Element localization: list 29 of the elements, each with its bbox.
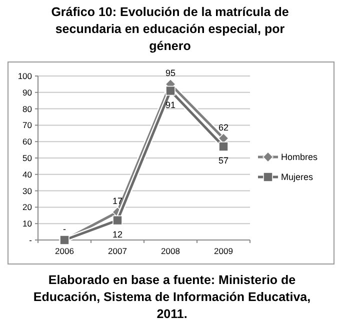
y-tick-label: 90 [22, 87, 32, 98]
data-label: - [63, 224, 66, 234]
data-label: 12 [112, 229, 123, 240]
y-tick-label: 30 [22, 186, 32, 196]
x-tick-label: 2008 [161, 246, 180, 256]
y-tick-label: 60 [22, 136, 32, 147]
data-label: 95 [165, 68, 176, 78]
y-tick-label: 20 [22, 202, 32, 212]
y-tick-label: - [29, 234, 32, 245]
text: Elaborado en base a fuente: Ministerio de Educación, Sistema de Información Educativa, 2011. [33, 273, 311, 321]
y-tick-label: 100 [18, 70, 32, 81]
data-label: 91 [165, 100, 176, 110]
data-label: 57 [218, 156, 229, 166]
data-label: 62 [218, 122, 229, 132]
y-tick-label: 70 [22, 120, 32, 130]
chart-title: Gráfico 10: Evolución de la matrícula de secundaria en educación especial, por género [51, 5, 289, 53]
legend-label: Mujeres [281, 172, 314, 182]
legend-label: Hombres [281, 152, 318, 162]
x-tick-label: 2006 [55, 246, 74, 256]
y-tick-label: 50 [22, 152, 32, 163]
point [166, 86, 176, 96]
y-tick-label: 80 [22, 104, 32, 114]
data-label: 17 [112, 196, 123, 206]
point [112, 215, 122, 226]
x-tick-label: 2007 [108, 246, 128, 256]
y-tick-label: 40 [22, 169, 32, 180]
point [218, 142, 228, 152]
x-tick-label: 2009 [214, 246, 234, 256]
y-tick-label: 10 [22, 218, 32, 229]
